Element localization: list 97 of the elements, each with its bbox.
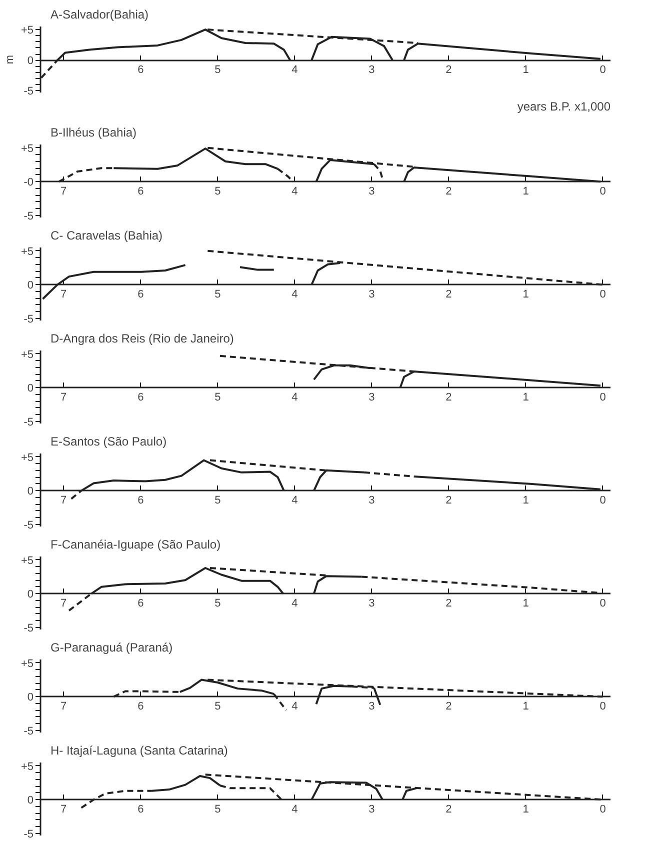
x-tick-label: 3 (368, 804, 375, 816)
y-tick-label: +5 (20, 760, 34, 773)
x-tick-label: 0 (600, 700, 606, 713)
x-tick-label: 6 (138, 64, 144, 76)
x-tick-label: 7 (60, 494, 67, 507)
y-tick-label: 0 (27, 382, 34, 395)
y-tick-label: -5 (24, 622, 34, 634)
x-tick-label: 6 (138, 392, 144, 404)
x-tick-label: 0 (600, 494, 606, 507)
x-tick-label: 3 (368, 288, 375, 301)
x-tick-label: 2 (446, 64, 452, 76)
y-tick-label: -5 (24, 313, 34, 326)
x-tick-label: 7 (60, 186, 67, 198)
chart-title: A-Salvador(Bahia) (50, 8, 149, 22)
x-tick-label: 5 (214, 804, 221, 816)
x-tick-label: 6 (138, 700, 144, 713)
x-tick-label: 4 (292, 288, 298, 301)
y-tick-label: +5 (20, 658, 34, 670)
x-tick-label: 5 (214, 186, 221, 198)
x-tick-label: 1 (522, 288, 529, 301)
x-tick-label: 5 (214, 288, 221, 301)
y-tick-label: -5 (24, 210, 34, 222)
chart-title: C- Caravelas (Bahia) (50, 228, 163, 242)
y-tick-label: 0 (27, 55, 34, 68)
chart-title: G-Paranaguá (Paraná) (50, 640, 173, 654)
x-tick-label: 0 (600, 598, 606, 610)
y-tick-label: 0 (27, 486, 34, 498)
x-tick-label: 1 (522, 186, 529, 198)
x-tick-label: 2 (446, 494, 452, 507)
x-tick-label: 3 (368, 392, 375, 404)
x-tick-label: 7 (60, 804, 67, 816)
y-tick-label: 0 (27, 588, 34, 601)
x-tick-label: 1 (522, 804, 529, 816)
x-tick-label: 4 (292, 494, 298, 507)
chart-title: H- Itajaí-Laguna (Santa Catarina) (50, 744, 228, 758)
x-tick-label: 2 (446, 288, 452, 301)
x-tick-label: 3 (368, 64, 375, 76)
y-tick-label: +5 (20, 246, 34, 258)
x-tick-label: 0 (600, 64, 606, 76)
x-tick-label: 5 (214, 598, 221, 610)
x-tick-label: 3 (368, 186, 375, 198)
x-tick-label: 0 (600, 288, 606, 301)
y-tick-label: 0 (27, 280, 34, 292)
y-tick-label: -5 (24, 828, 34, 840)
y-tick-label: 0 (27, 794, 34, 807)
y-tick-label: +5 (20, 348, 34, 361)
x-tick-label: 1 (522, 700, 529, 713)
y-tick-label: -5 (24, 725, 34, 738)
chart-title: F-Cananéia-Iguape (São Paulo) (50, 538, 221, 552)
x-tick-label: 1 (522, 392, 529, 404)
x-tick-label: 4 (292, 804, 298, 816)
x-tick-label: 3 (368, 494, 375, 507)
x-tick-label: 3 (368, 700, 375, 713)
x-tick-label: 7 (60, 700, 67, 713)
x-tick-label: 4 (292, 598, 298, 610)
x-tick-label: 2 (446, 598, 452, 610)
x-tick-label: 7 (60, 392, 67, 404)
x-tick-label: 2 (446, 186, 452, 198)
x-tick-label: 2 (446, 392, 452, 404)
x-tick-label: 6 (138, 804, 144, 816)
x-tick-label: 4 (292, 64, 298, 76)
chart-title: B-Ilhéus (Bahia) (50, 126, 137, 140)
x-tick-label: 1 (522, 64, 529, 76)
x-tick-label: 1 (522, 598, 529, 610)
y-tick-label: -5 (24, 416, 34, 428)
x-tick-label: 7 (60, 288, 67, 301)
x-tick-label: 5 (214, 700, 221, 713)
x-tick-label: 7 (60, 598, 67, 610)
y-axis-title: m (4, 54, 16, 64)
x-tick-label: 6 (138, 186, 144, 198)
x-tick-label: 5 (214, 494, 221, 507)
y-tick-label: +5 (20, 24, 34, 37)
x-tick-label: 2 (446, 804, 452, 816)
y-tick-label: -0 (24, 176, 34, 189)
y-tick-label: -5 (24, 519, 34, 532)
x-tick-label: 4 (292, 186, 298, 198)
x-axis-title: years B.P. x1,000 (517, 100, 611, 114)
x-tick-label: 5 (214, 64, 221, 76)
x-tick-label: 6 (138, 288, 144, 301)
y-tick-label: +5 (20, 142, 34, 155)
y-tick-label: -5 (24, 86, 34, 98)
x-tick-label: 6 (138, 494, 144, 507)
x-tick-label: 3 (368, 598, 375, 610)
x-tick-label: 1 (522, 494, 529, 507)
chart-title: D-Angra dos Reis (Rio de Janeiro) (50, 332, 234, 346)
x-tick-label: 2 (446, 700, 452, 713)
chart-title: E-Santos (São Paulo) (50, 434, 167, 448)
x-tick-label: 4 (292, 700, 298, 713)
x-tick-label: 0 (600, 186, 606, 198)
x-tick-label: 4 (292, 392, 298, 404)
x-tick-label: 5 (214, 392, 221, 404)
y-tick-label: +5 (20, 554, 34, 567)
x-tick-label: 0 (600, 804, 606, 816)
x-tick-label: 0 (600, 392, 606, 404)
y-tick-label: 0 (27, 692, 34, 704)
x-tick-label: 6 (138, 598, 144, 610)
y-tick-label: +5 (20, 452, 34, 464)
